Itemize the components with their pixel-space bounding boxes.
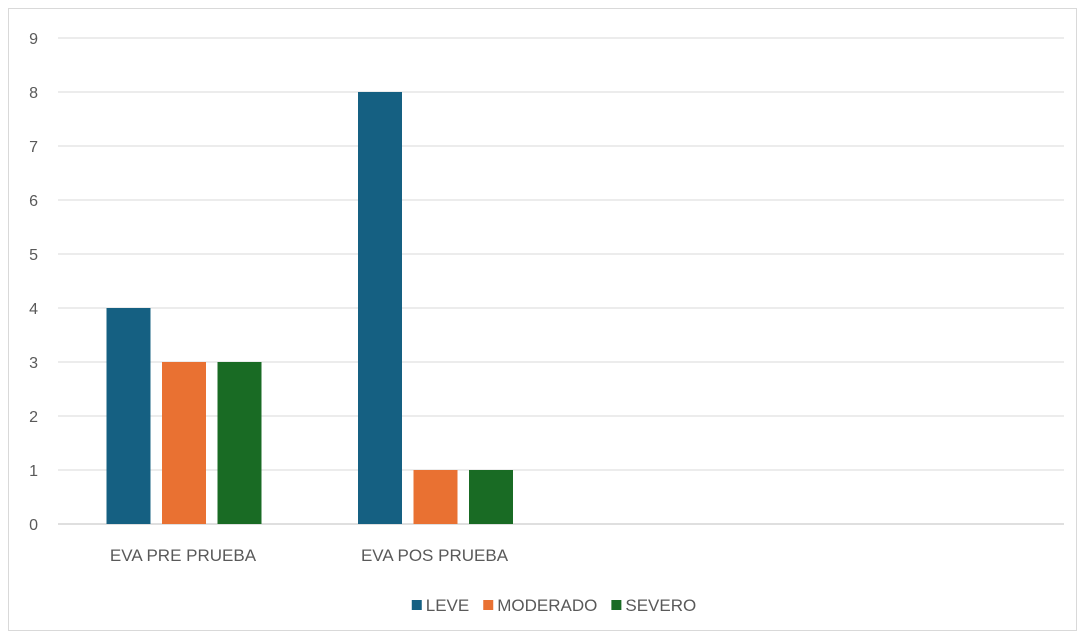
x-category-label-1: EVA PRE PRUEBA <box>110 546 257 565</box>
gridlines <box>58 37 1064 525</box>
bar-severo-2 <box>469 470 513 524</box>
y-tick-label-8: 8 <box>29 85 38 102</box>
bar-leve-1 <box>106 308 151 524</box>
y-tick-label-0: 0 <box>29 517 38 534</box>
bar-severo-1 <box>217 362 262 524</box>
y-tick-label-1: 1 <box>29 463 38 480</box>
y-tick-label-2: 2 <box>29 409 38 426</box>
chart-frame <box>8 8 1077 631</box>
y-tick-label-4: 4 <box>29 301 38 318</box>
legend: LEVE MODERADO SEVERO <box>411 596 696 615</box>
legend-swatch-leve <box>411 600 422 610</box>
legend-label-leve: LEVE <box>426 596 469 615</box>
bars <box>106 92 513 524</box>
y-tick-label-5: 5 <box>29 247 38 264</box>
legend-label-moderado: MODERADO <box>497 596 597 615</box>
bar-moderado-1 <box>162 362 206 524</box>
y-tick-label-7: 7 <box>29 139 38 156</box>
y-tick-label-9: 9 <box>29 31 38 48</box>
x-axis-categories: EVA PRE PRUEBA EVA POS PRUEBA <box>110 546 509 565</box>
legend-label-severo: SEVERO <box>625 596 696 615</box>
legend-swatch-severo <box>611 600 622 610</box>
y-axis-ticks: 0 1 2 3 4 5 6 7 8 9 <box>29 31 38 534</box>
x-category-label-2: EVA POS PRUEBA <box>361 546 509 565</box>
bar-leve-2 <box>358 92 402 524</box>
legend-swatch-moderado <box>483 600 494 610</box>
y-tick-label-6: 6 <box>29 193 38 210</box>
y-tick-label-3: 3 <box>29 355 38 372</box>
bar-moderado-2 <box>413 470 458 524</box>
